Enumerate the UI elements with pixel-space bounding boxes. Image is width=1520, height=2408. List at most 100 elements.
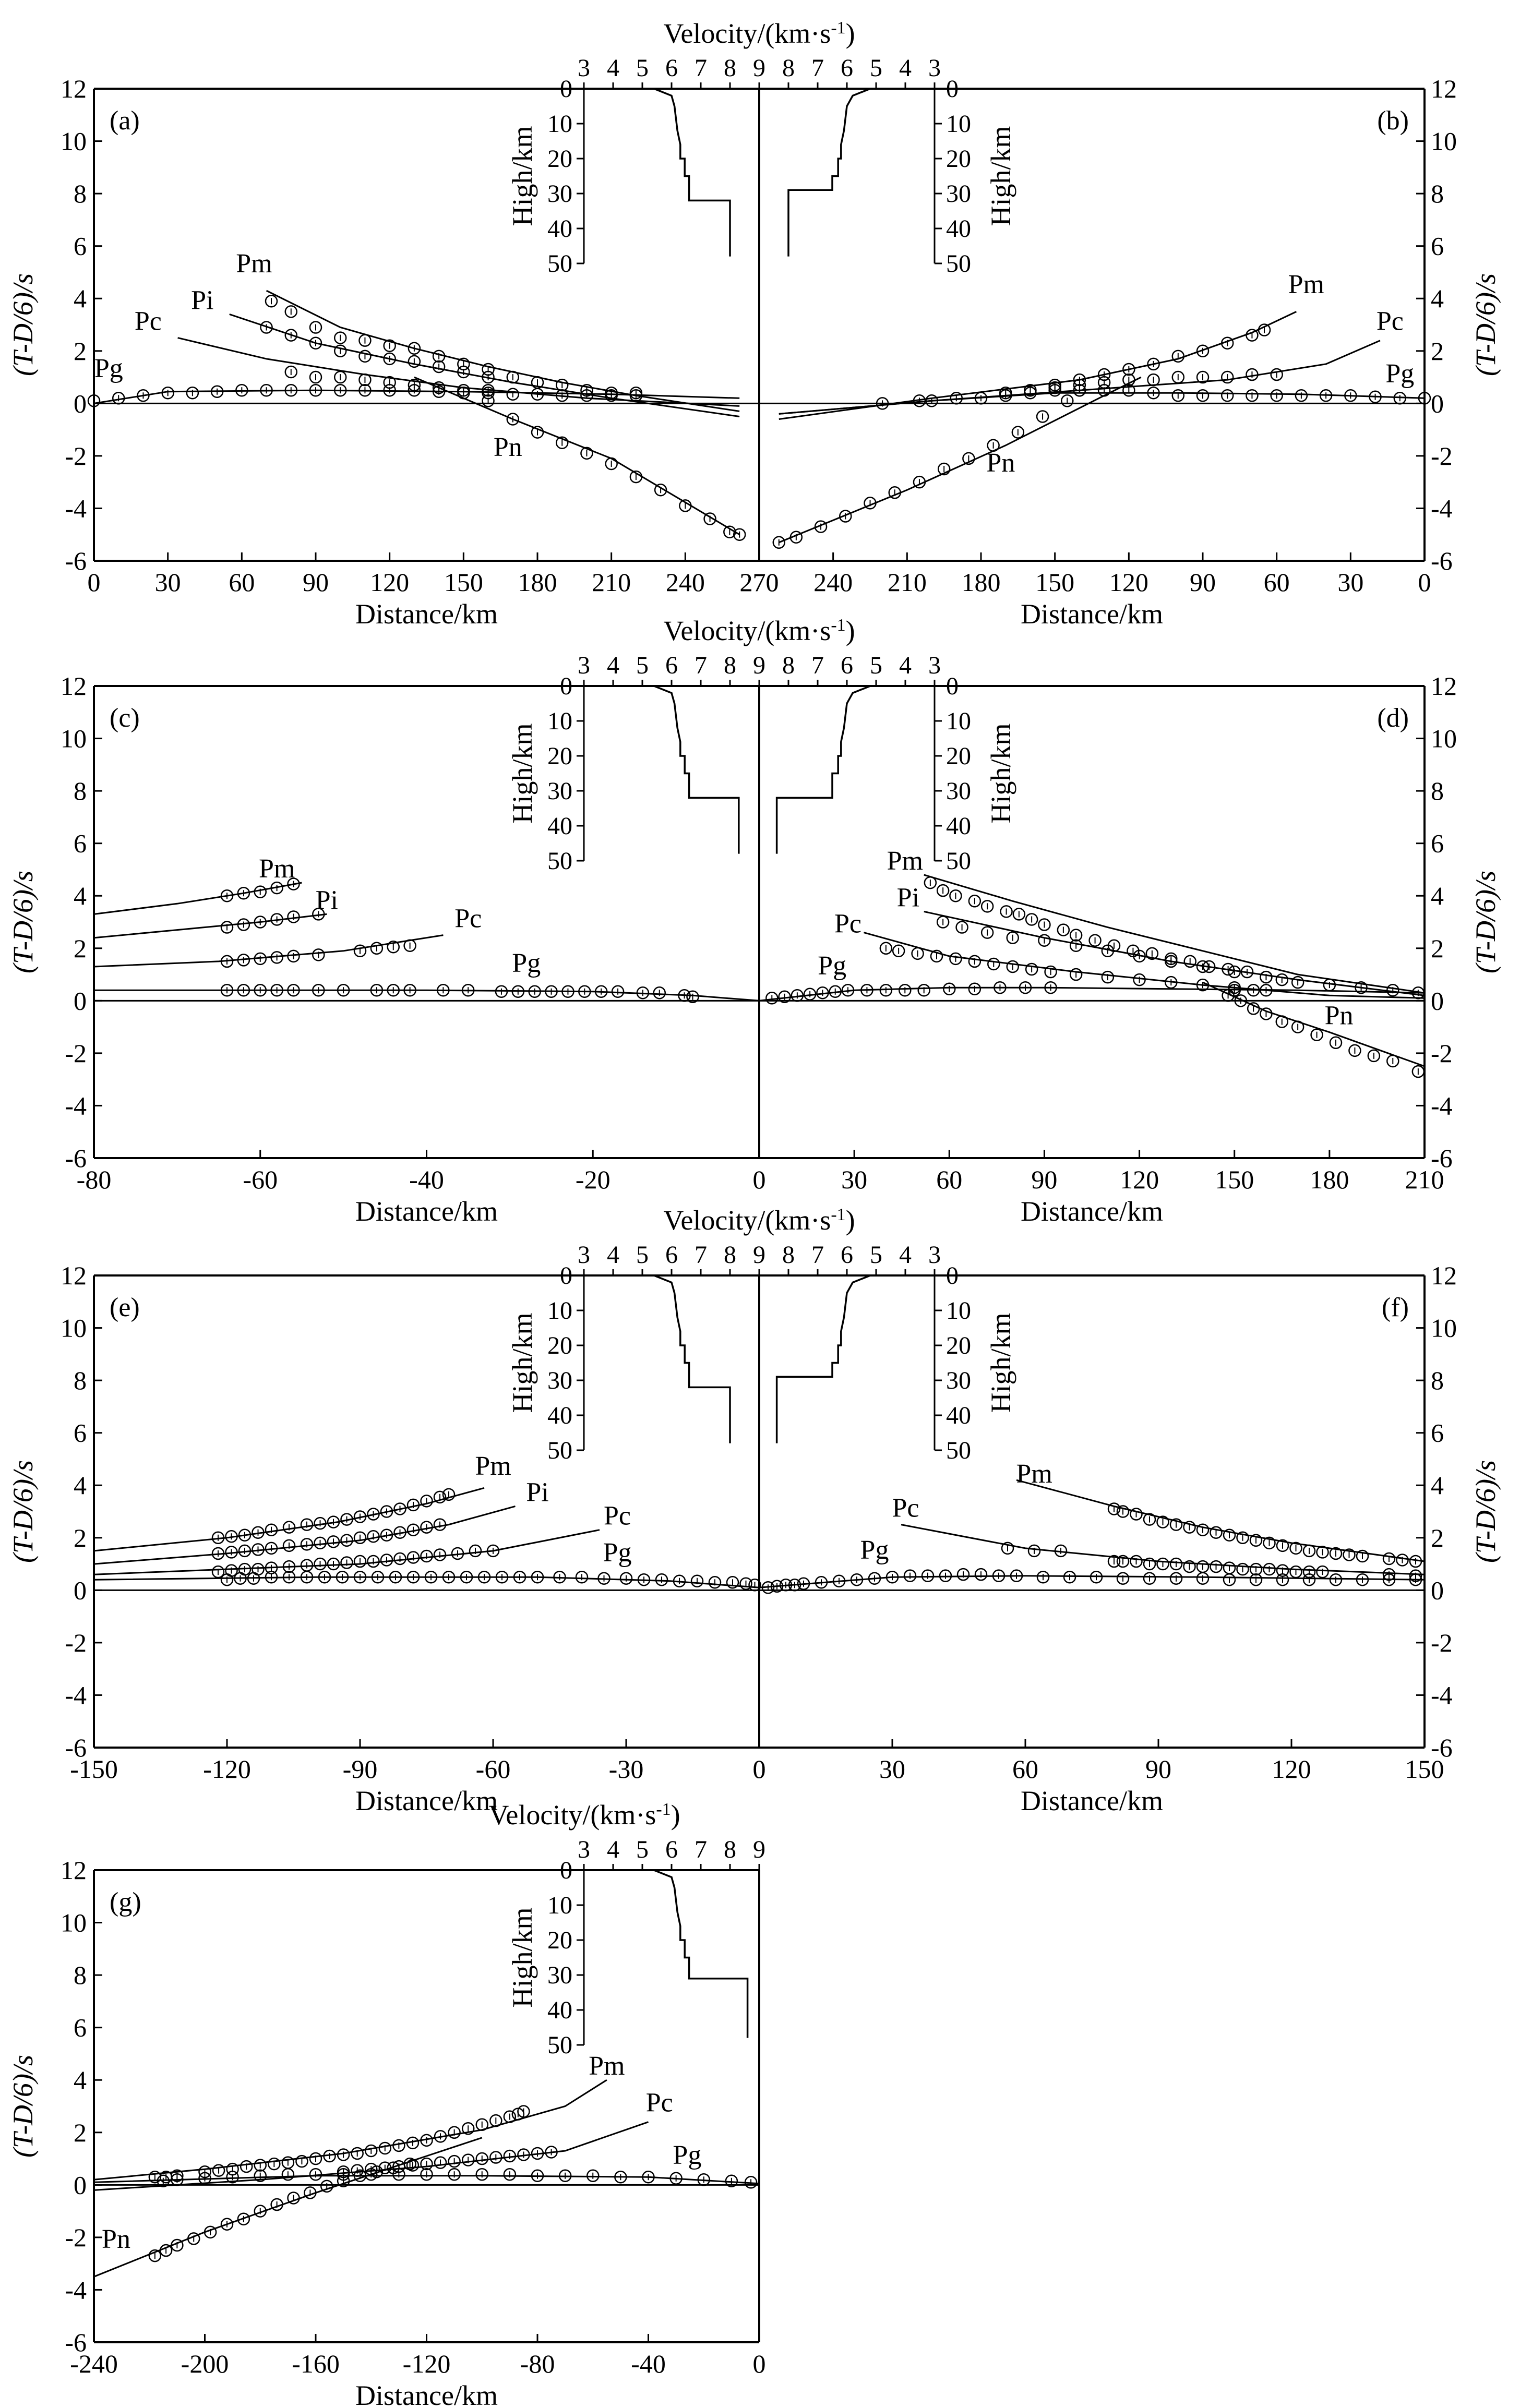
- data-point-Pm: [358, 334, 372, 347]
- data-point-Pc: [1210, 1560, 1223, 1573]
- data-point-Pi: [383, 352, 396, 366]
- inset-depth-label: 30: [547, 1961, 572, 1989]
- data-point-Pn: [159, 2244, 173, 2257]
- data-point-Pm: [949, 889, 962, 902]
- panel-label: (d): [1377, 703, 1409, 733]
- data-point-Pc: [531, 2147, 544, 2160]
- phase-label-Pc: Pc: [892, 1494, 919, 1523]
- data-point-Pm: [1107, 1502, 1121, 1515]
- data-point-Pg: [850, 1573, 864, 1586]
- data-point-Pg: [578, 985, 591, 998]
- phase-label-Pg: Pg: [603, 1538, 632, 1568]
- data-point-Pg: [506, 388, 520, 401]
- data-point-Pg: [1116, 1572, 1130, 1585]
- inset-velocity-label: 7: [695, 652, 707, 679]
- data-point-Pi: [309, 336, 322, 350]
- data-point-Pm: [1143, 1513, 1156, 1526]
- x-tick-label: -120: [203, 1754, 251, 1784]
- data-point-Pg: [605, 389, 618, 402]
- data-point-Pg: [448, 2168, 461, 2181]
- data-point-Pn: [148, 2249, 162, 2262]
- data-point-Pg: [943, 982, 956, 995]
- data-point-Pg: [779, 1579, 793, 1592]
- data-point-Pm: [265, 1523, 278, 1536]
- y-tick-label: 12: [61, 1856, 87, 1885]
- inset-depth-label: 40: [946, 215, 971, 243]
- inset-depth-label: 50: [547, 2031, 572, 2059]
- data-point-Pi: [282, 1539, 296, 1552]
- data-point-Pg: [171, 2173, 184, 2186]
- velocity-inset: 0 10 20 30 40 50 High/km 8 7 6 5 4 3: [758, 54, 1016, 278]
- data-point-Pc: [312, 948, 325, 961]
- data-point-Pm: [1258, 323, 1271, 336]
- x-tick-label: -90: [343, 1754, 378, 1784]
- data-point-Pc: [1270, 368, 1283, 381]
- y-tick-label: -6: [65, 1733, 87, 1762]
- data-point-Pg: [161, 386, 174, 400]
- data-point-Pm: [333, 331, 347, 344]
- data-point-Pg: [1329, 1573, 1343, 1586]
- y-tick-label: -4: [65, 2275, 87, 2304]
- y-tick-label: -6: [1431, 546, 1453, 575]
- y-tick-label: -2: [65, 1628, 87, 1657]
- y-tick-label: 6: [1431, 1418, 1444, 1448]
- data-point-Pi: [393, 1526, 406, 1539]
- data-point-Pm: [295, 2154, 308, 2168]
- x-tick-label: -240: [70, 2349, 118, 2378]
- data-point-Pi: [327, 1535, 340, 1548]
- y-tick-label: 12: [1431, 74, 1457, 103]
- inset-velocity-label: 7: [811, 1241, 824, 1269]
- y-tick-label: -6: [65, 2328, 87, 2357]
- data-point-Pg: [1036, 1570, 1050, 1584]
- data-point-Pg: [829, 985, 842, 998]
- data-point-Pg: [761, 1581, 775, 1594]
- data-point-Pn: [320, 2180, 333, 2193]
- x-tick-label: 30: [155, 568, 181, 597]
- data-point-Pm: [980, 900, 994, 913]
- inset-velocity-label: 8: [724, 1241, 736, 1269]
- data-point-Pg: [1246, 389, 1259, 402]
- data-point-Pg: [1220, 389, 1234, 402]
- data-point-Pg: [237, 983, 250, 997]
- x-tick-label: 210: [1405, 1165, 1444, 1194]
- data-point-Pc: [367, 1555, 380, 1568]
- data-point-Pm: [1183, 955, 1196, 968]
- inset-velocity-label: 7: [695, 54, 707, 82]
- data-point-Pm: [309, 321, 322, 334]
- data-point-Pn: [1367, 1049, 1381, 1063]
- y-tick-label: 6: [1431, 232, 1444, 261]
- velocity-profile: [775, 1274, 871, 1443]
- data-point-Pm: [475, 2118, 488, 2131]
- travel-time-curve-Pc: [93, 934, 444, 968]
- data-point-Pm: [327, 1515, 340, 1528]
- phase-label-Pn: Pn: [986, 448, 1015, 478]
- velocity-axis-title: Velocity/(km·s-1): [663, 1205, 855, 1236]
- data-point-Pm: [1223, 1528, 1236, 1542]
- data-point-Pg: [879, 983, 893, 997]
- inset-depth-label: 0: [946, 672, 959, 700]
- data-point-Pm: [237, 886, 250, 900]
- inset-depth-label: 10: [547, 1892, 572, 1919]
- x-axis-title: Distance/km: [1021, 598, 1163, 630]
- data-point-Pc: [1027, 1544, 1041, 1558]
- data-point-Pi: [358, 350, 372, 363]
- data-point-Pg: [841, 983, 855, 997]
- data-point-Pn: [387, 2161, 400, 2174]
- data-point-Pm: [924, 876, 937, 889]
- data-point-Pi: [254, 916, 267, 929]
- inset-depth-title: High/km: [507, 1313, 538, 1413]
- data-point-Pg: [1147, 386, 1160, 400]
- x-tick-label: 30: [841, 1165, 867, 1194]
- x-tick-label: -30: [609, 1754, 644, 1784]
- x-tick-label: 30: [1337, 568, 1363, 597]
- phase-label-Pc: Pc: [135, 307, 162, 336]
- data-point-Pm: [282, 1521, 296, 1534]
- data-point-Pc: [254, 952, 267, 966]
- y-tick-label: 6: [1431, 829, 1444, 858]
- data-point-Pg: [575, 1570, 589, 1584]
- inset-velocity-label: 8: [782, 1241, 795, 1269]
- data-point-Pg: [917, 983, 930, 997]
- data-point-Pc: [1196, 370, 1210, 384]
- data-point-Pc: [1156, 1557, 1169, 1571]
- data-point-Pm: [1329, 1547, 1343, 1560]
